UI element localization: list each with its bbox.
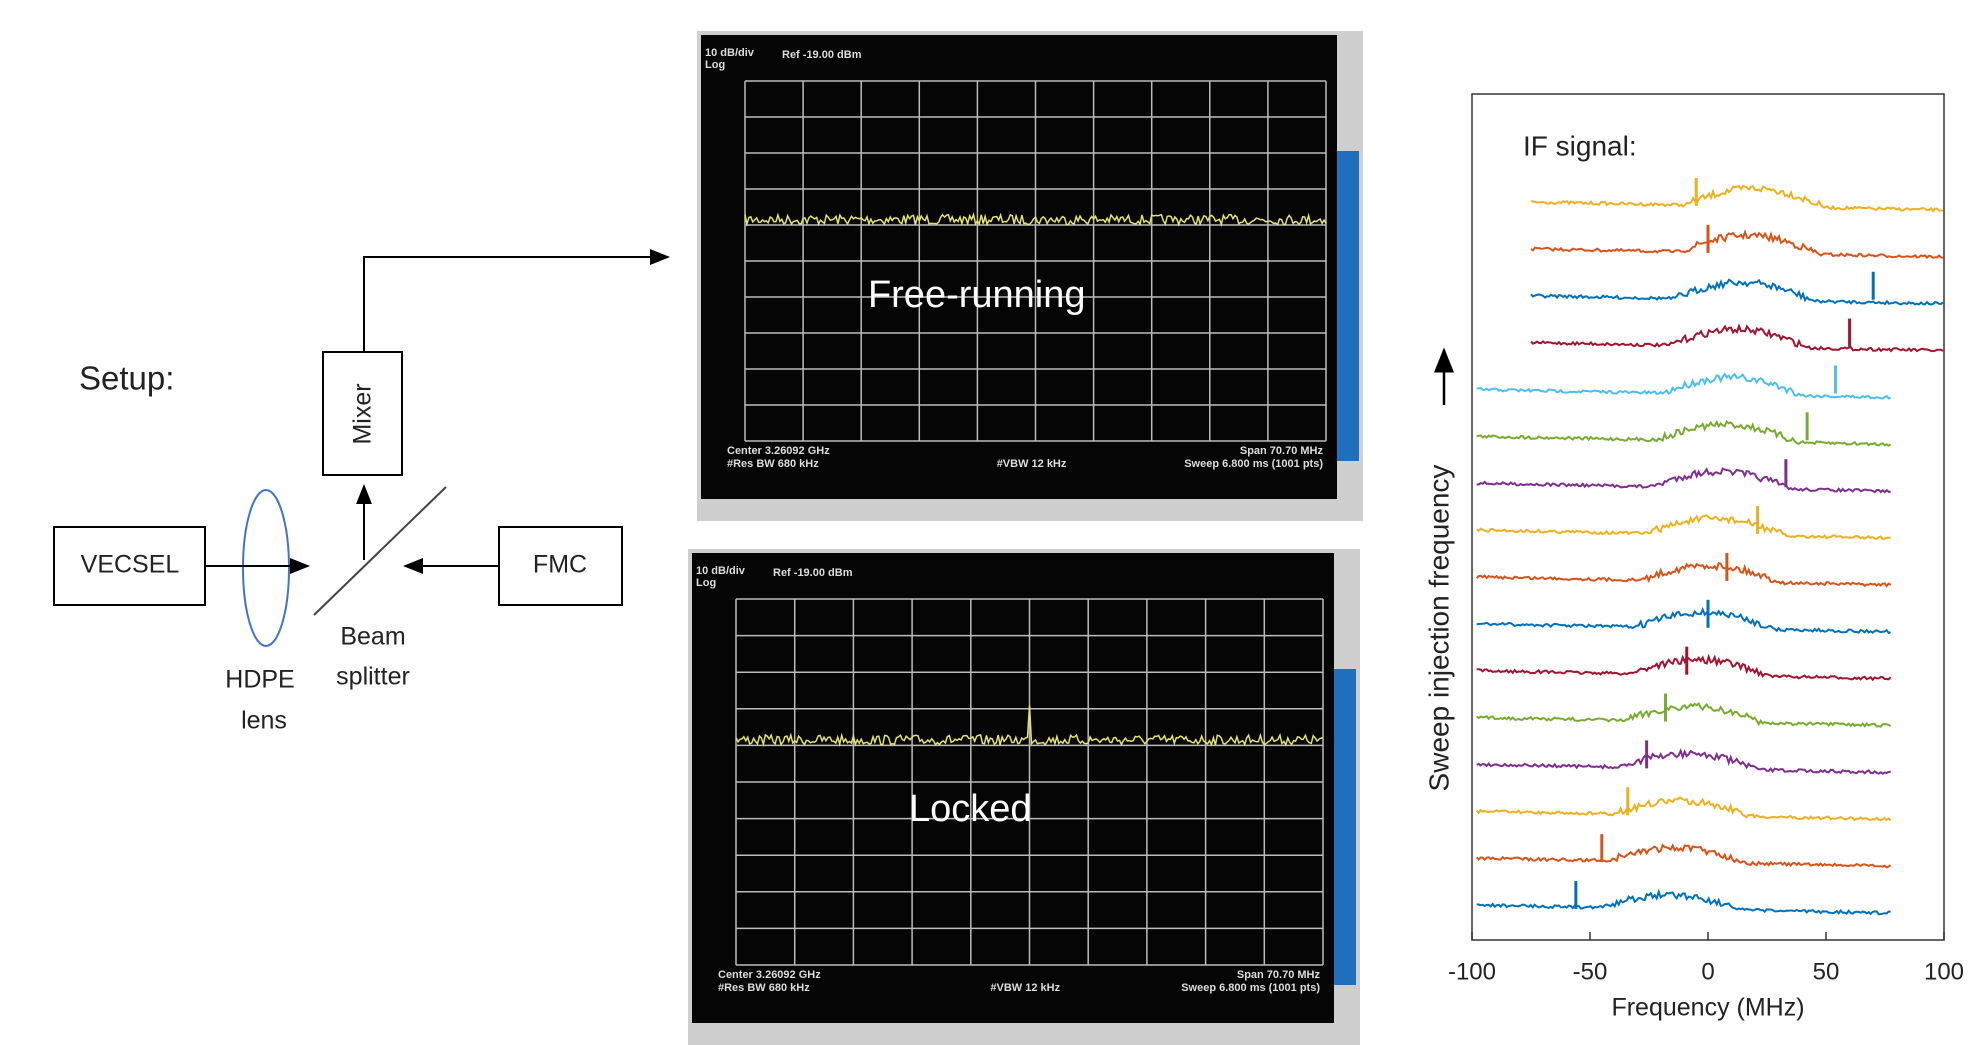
- trace: [1530, 278, 1944, 306]
- trace: [1476, 514, 1891, 541]
- label: splitter: [336, 663, 410, 691]
- softkeys: [1334, 669, 1356, 985]
- trace: [1476, 701, 1892, 728]
- screen-text: Sweep 6.800 ms (1001 pts): [1184, 458, 1323, 470]
- screen-trace: [735, 705, 1324, 747]
- trace: [1476, 467, 1891, 494]
- label: lens: [241, 707, 287, 735]
- screen-text: Span 70.70 MHz: [1240, 445, 1324, 457]
- screen: [701, 35, 1337, 499]
- setup-title: Setup:: [79, 360, 174, 397]
- screen-text: #VBW 12 kHz: [990, 982, 1060, 994]
- screen-trace: [744, 212, 1327, 228]
- x-tick-label: 50: [1813, 958, 1840, 985]
- label: HDPE: [225, 666, 294, 694]
- screen-text: Sweep 6.800 ms (1001 pts): [1181, 982, 1320, 994]
- annotation: IF signal:: [1523, 130, 1637, 161]
- label: FMC: [533, 551, 587, 579]
- label: Beam: [340, 623, 405, 651]
- trace: [1476, 606, 1892, 635]
- screen-text: Log: [696, 577, 716, 589]
- screen-text: 10 dB/div: [696, 565, 746, 577]
- screen-text: Center 3.26092 GHz: [727, 445, 830, 457]
- trace: [1530, 323, 1944, 353]
- label: VECSEL: [81, 551, 180, 579]
- screen-text: Ref -19.00 dBm: [773, 567, 853, 579]
- x-tick-label: 100: [1924, 958, 1964, 985]
- mixer-box: [322, 351, 403, 476]
- screen-text: Ref -19.00 dBm: [782, 49, 862, 61]
- trace: [1475, 562, 1892, 588]
- trace: [1530, 184, 1943, 213]
- softkeys: [1337, 151, 1359, 461]
- trace: [1475, 843, 1892, 869]
- trace: [1476, 653, 1892, 682]
- trace: [1476, 888, 1891, 916]
- arrow: [363, 249, 670, 352]
- screen-overlay: Free-running: [868, 274, 1086, 316]
- trace: [1475, 796, 1892, 822]
- screen-text: #Res BW 680 kHz: [718, 982, 810, 994]
- trace: [1530, 229, 1944, 260]
- label: Mixer: [349, 383, 377, 444]
- y-axis-label: Sweep injection frequency: [1423, 465, 1454, 792]
- trace: [1476, 747, 1891, 775]
- x-tick-label: -50: [1573, 958, 1608, 985]
- screen-text: Span 70.70 MHz: [1237, 969, 1321, 981]
- x-axis-label: Frequency (MHz): [1611, 994, 1804, 1022]
- beam-splitter: [313, 486, 447, 616]
- screen-text: Center 3.26092 GHz: [718, 969, 821, 981]
- x-tick-label: -100: [1448, 958, 1496, 985]
- trace: [1476, 372, 1891, 400]
- screen-text: #Res BW 680 kHz: [727, 458, 819, 470]
- setup: [53, 249, 670, 647]
- chart: -100 -50 0 50 100 Frequency (MHz) Sweep inject…: [1423, 93, 1964, 1022]
- screen: [692, 553, 1334, 1023]
- screen-text: 10 dB/div: [705, 47, 755, 59]
- screen-text: #VBW 12 kHz: [997, 458, 1067, 470]
- screen-text: Log: [705, 59, 725, 71]
- lens: [242, 489, 290, 647]
- trace: [1476, 419, 1892, 447]
- x-tick-label: 0: [1701, 958, 1714, 985]
- screen-overlay: Locked: [909, 788, 1032, 830]
